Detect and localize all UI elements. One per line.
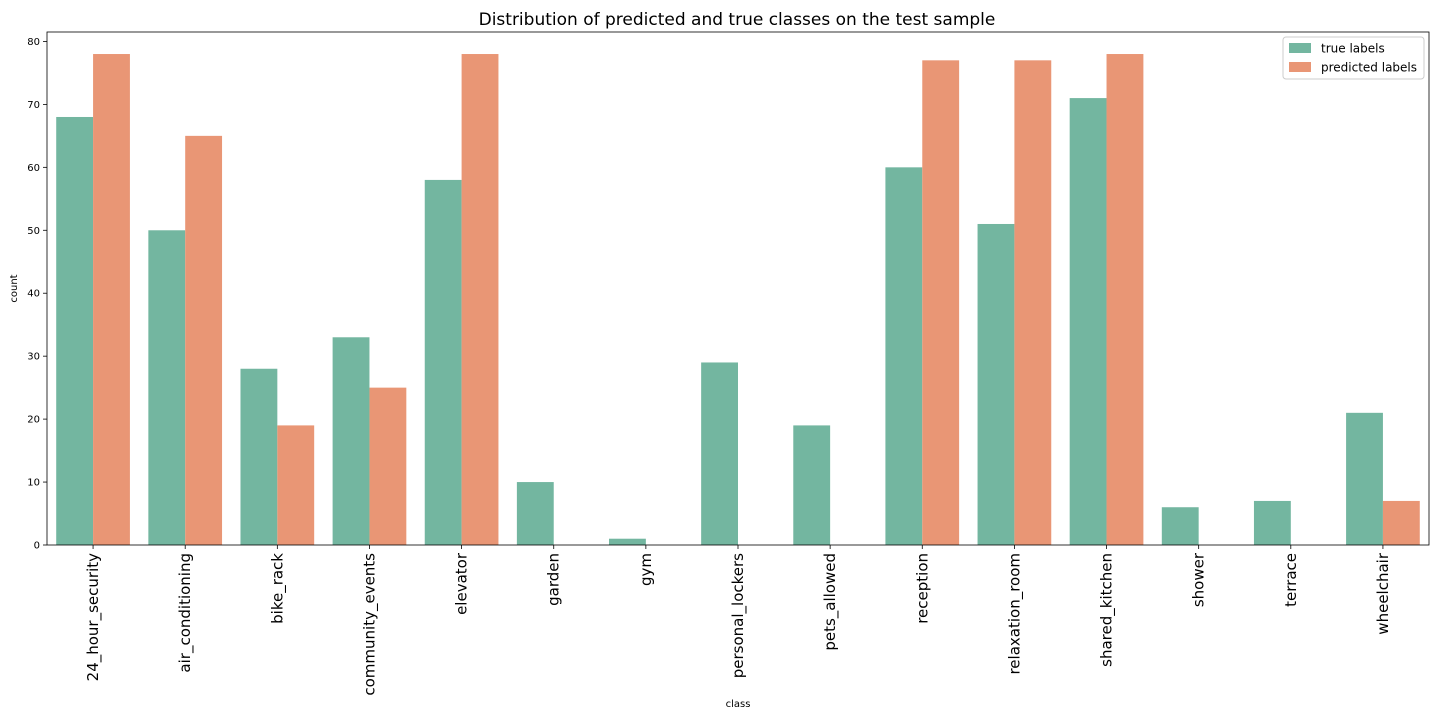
bar-true-shower [1161,507,1199,545]
y-tick-label: 30 [27,352,40,363]
x-tick-label: terrace [1282,553,1300,607]
x-axis-label: class [726,699,751,710]
x-tick-label: garden [545,553,563,606]
x-tick-label: reception [913,553,931,624]
bar-true-terrace [1253,500,1291,545]
bar-true-gym [609,538,646,545]
bar-true-air_conditioning [148,230,186,545]
bar-true-24_hour_security [56,116,94,545]
bar-predicted-relaxation_room [1014,60,1052,545]
bar-predicted-reception [922,60,960,545]
x-tick-label: elevator [453,552,471,615]
x-tick-label: bike_rack [268,553,287,624]
chart-title: Distribution of predicted and true class… [479,10,996,30]
bar-true-garden [516,482,554,545]
x-tick-label: shower [1190,552,1208,607]
x-tick-label: air_conditioning [176,553,195,673]
bar-predicted-shared_kitchen [1106,54,1144,545]
bar-true-pets_allowed [793,425,831,545]
legend-swatch [1289,62,1311,72]
x-tick-label: gym [637,553,655,586]
legend: true labels predicted labels [1282,36,1425,80]
x-tick-label: shared_kitchen [1098,553,1117,667]
y-axis: 0 10 20 30 40 50 60 70 80 [27,37,47,552]
x-tick-label: pets_allowed [821,553,840,651]
bar-predicted-air_conditioning [185,135,223,546]
x-tick-label: 24_hour_security [84,553,103,681]
x-tick-label: personal_lockers [729,553,748,678]
bar-predicted-elevator [461,54,499,545]
bar-true-elevator [424,179,462,546]
legend-box [1282,36,1425,80]
y-tick-label: 50 [27,226,40,237]
x-tick-label: wheelchair [1374,552,1392,635]
bar-true-reception [885,167,923,545]
bar-predicted-wheelchair [1382,500,1420,545]
y-tick-label: 20 [27,415,40,426]
x-axis: 24_hour_security air_conditioning bike_rac… [84,545,1392,696]
bar-true-relaxation_room [977,223,1015,546]
bar-predicted-community_events [369,387,407,545]
legend-label: true labels [1321,42,1385,56]
bars-group [56,54,1420,546]
y-tick-label: 40 [27,289,40,300]
bar-true-community_events [332,337,370,545]
bar-true-personal_lockers [701,362,738,545]
y-tick-label: 0 [34,541,40,552]
legend-label: predicted labels [1321,61,1417,75]
bar-true-shared_kitchen [1069,98,1107,545]
y-tick-label: 80 [27,37,40,48]
bar-true-bike_rack [240,368,278,545]
bar-predicted-24_hour_security [93,54,130,545]
y-tick-label: 70 [27,100,40,111]
y-axis-label: count [9,274,20,302]
y-tick-label: 10 [27,478,40,489]
legend-swatch [1289,43,1311,53]
bar-true-wheelchair [1346,412,1383,545]
x-tick-label: community_events [360,553,379,696]
bar-predicted-bike_rack [277,425,315,545]
x-tick-label: relaxation_room [1005,553,1024,675]
plot-frame [46,31,1430,546]
y-tick-label: 60 [27,163,40,174]
